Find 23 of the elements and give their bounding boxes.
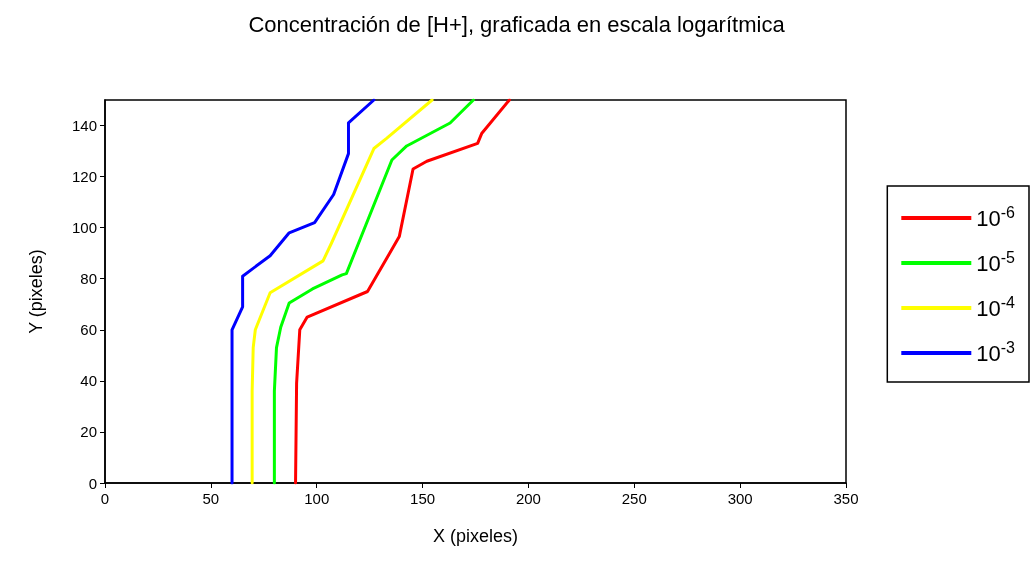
line-series <box>272 98 475 485</box>
line-series <box>294 98 511 485</box>
y-tick-label: 60 <box>80 321 97 339</box>
y-tick-label: 140 <box>71 117 97 135</box>
y-tick-label: 100 <box>71 219 97 237</box>
y-axis-title: Y (pixeles) <box>26 249 46 334</box>
x-axis-title: X (pixeles) <box>432 526 519 546</box>
x-tick-label: 200 <box>515 490 541 507</box>
x-tick-label: 350 <box>833 490 859 507</box>
y-tick-label: 40 <box>80 372 97 390</box>
y-tick-label: 20 <box>80 423 97 441</box>
x-tick-label: 300 <box>727 490 753 507</box>
line-series <box>230 98 376 485</box>
y-tick-label: 120 <box>71 168 97 186</box>
chart-title: Concentración de [H+], graficada en escala logarítmica <box>248 11 786 37</box>
line-series <box>250 98 434 485</box>
y-tick-label: 0 <box>88 474 97 492</box>
x-tick-label: 50 <box>202 490 220 507</box>
x-tick-label: 150 <box>410 490 436 507</box>
x-tick-label: 100 <box>304 490 330 507</box>
y-tick-label: 80 <box>80 270 97 288</box>
x-tick-label: 250 <box>621 490 647 507</box>
x-tick-label: 0 <box>100 490 110 507</box>
